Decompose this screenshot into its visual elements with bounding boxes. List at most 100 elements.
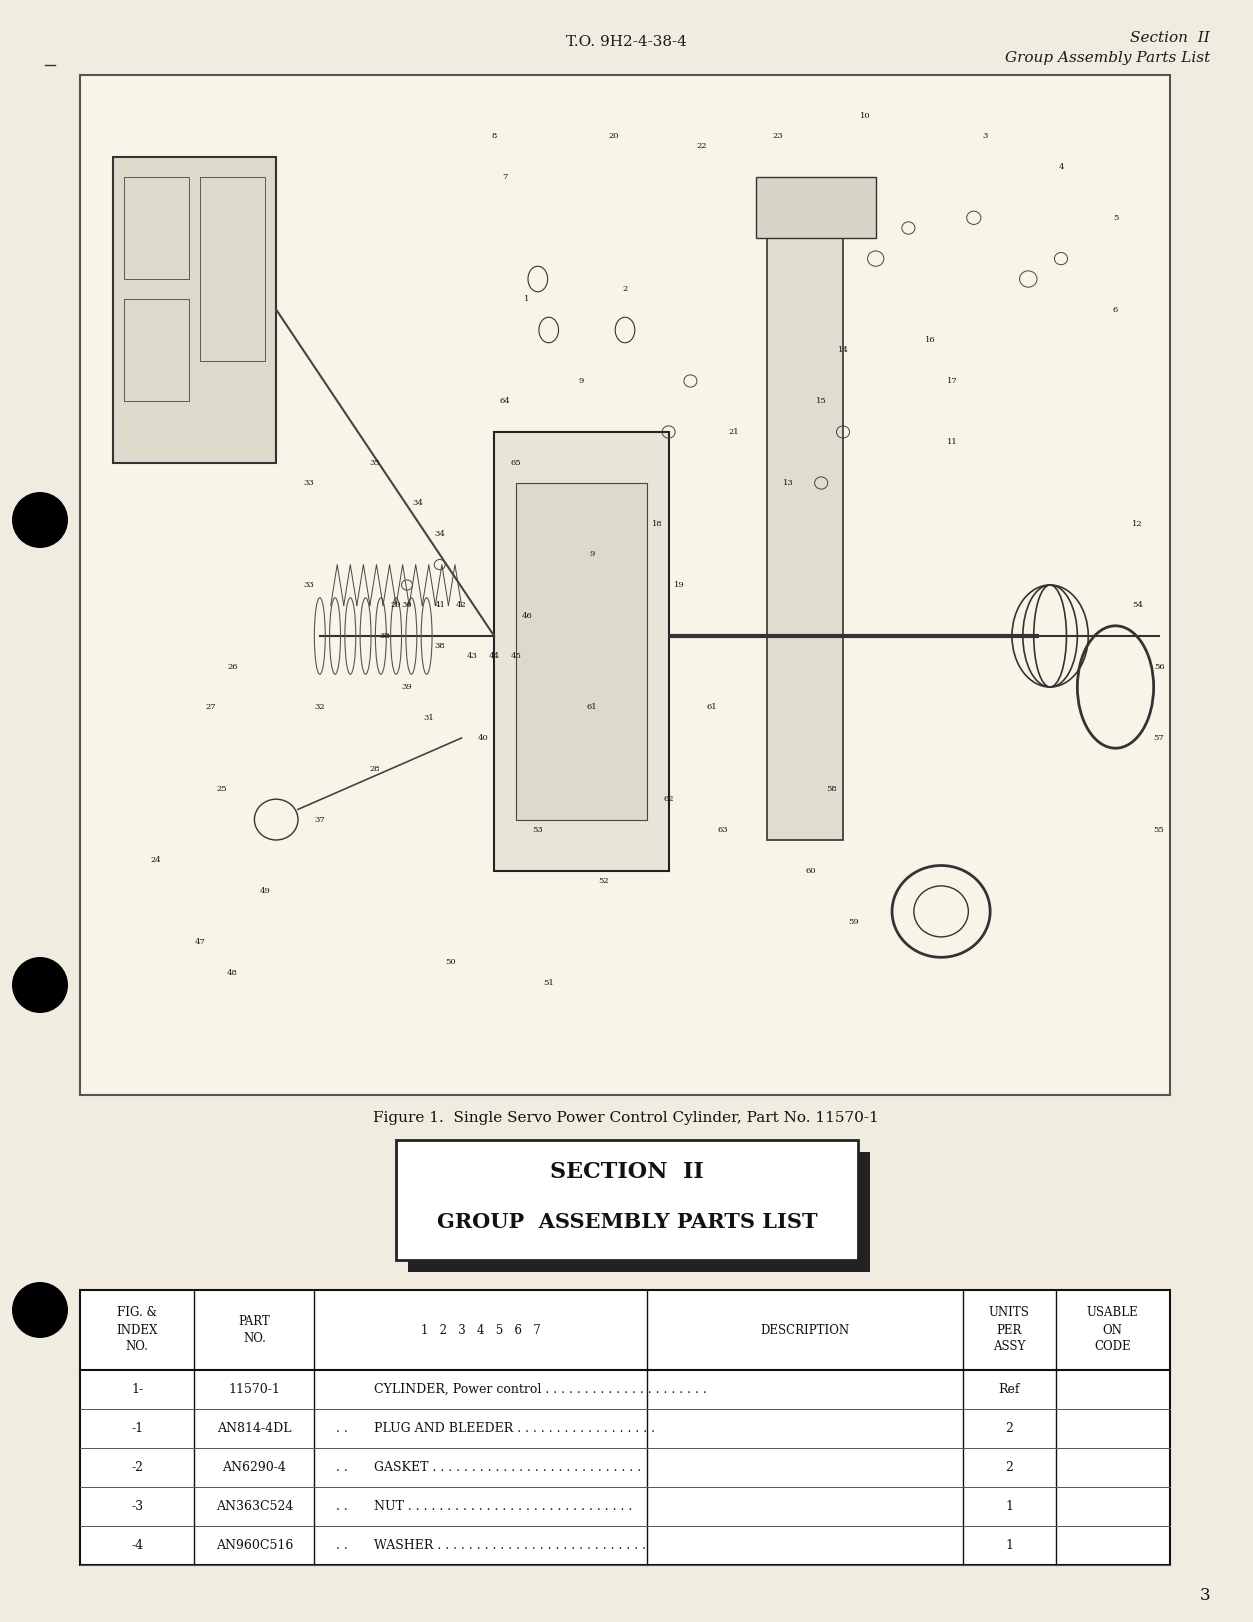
Text: 31: 31 <box>424 714 435 722</box>
Ellipse shape <box>13 1281 68 1338</box>
Text: 44: 44 <box>489 652 500 660</box>
Bar <box>124 177 189 279</box>
Text: 50: 50 <box>445 959 456 967</box>
Text: 51: 51 <box>544 978 554 986</box>
Text: 29: 29 <box>391 602 401 610</box>
Text: 15: 15 <box>816 397 827 406</box>
Text: 2: 2 <box>1005 1461 1014 1474</box>
Text: USABLE
ON
CODE: USABLE ON CODE <box>1086 1306 1139 1353</box>
Text: 47: 47 <box>194 938 205 946</box>
Text: 27: 27 <box>205 704 216 712</box>
Text: 59: 59 <box>848 918 860 926</box>
Bar <box>767 198 843 840</box>
Text: 49: 49 <box>259 887 271 895</box>
Text: 35: 35 <box>368 459 380 467</box>
Text: 9: 9 <box>579 376 584 384</box>
Text: WASHER . . . . . . . . . . . . . . . . . . . . . . . . . . .: WASHER . . . . . . . . . . . . . . . . .… <box>375 1539 647 1552</box>
Text: 60: 60 <box>804 866 816 874</box>
Text: PART
NO.: PART NO. <box>238 1315 271 1345</box>
Text: Section  II: Section II <box>1130 31 1210 45</box>
Text: 61: 61 <box>586 704 598 712</box>
Text: 3: 3 <box>1199 1586 1210 1604</box>
Text: 28: 28 <box>368 764 380 772</box>
Text: 62: 62 <box>663 795 674 803</box>
Text: 38: 38 <box>435 642 445 650</box>
Text: 38: 38 <box>380 633 391 641</box>
Text: 34: 34 <box>435 530 445 539</box>
Text: 7: 7 <box>502 174 507 182</box>
Bar <box>516 483 647 819</box>
Text: AN363C524: AN363C524 <box>216 1500 293 1513</box>
Text: 14: 14 <box>837 347 848 354</box>
Bar <box>80 75 1170 1095</box>
Text: 40: 40 <box>477 735 489 741</box>
Text: 16: 16 <box>925 336 936 344</box>
Text: 23: 23 <box>772 133 783 139</box>
Text: 37: 37 <box>315 816 326 824</box>
Text: . .: . . <box>336 1422 348 1435</box>
Text: -3: -3 <box>132 1500 143 1513</box>
Text: 2: 2 <box>1005 1422 1014 1435</box>
Bar <box>408 1152 870 1272</box>
Text: . .: . . <box>336 1500 348 1513</box>
Text: 21: 21 <box>729 428 739 436</box>
Text: 1: 1 <box>524 295 530 303</box>
Text: 55: 55 <box>1154 826 1164 834</box>
Text: 5: 5 <box>1113 214 1118 222</box>
Text: 65: 65 <box>511 459 521 467</box>
Text: Ref: Ref <box>999 1384 1020 1397</box>
Bar <box>80 1289 1170 1565</box>
Text: 8: 8 <box>491 133 497 139</box>
Text: 26: 26 <box>227 663 238 670</box>
Text: 24: 24 <box>150 856 162 865</box>
Text: 63: 63 <box>718 826 728 834</box>
Bar <box>494 431 669 871</box>
Text: UNITS
PER
ASSY: UNITS PER ASSY <box>989 1306 1030 1353</box>
Text: 20: 20 <box>609 133 619 139</box>
Text: 1-: 1- <box>132 1384 143 1397</box>
Text: -4: -4 <box>132 1539 143 1552</box>
Text: AN6290-4: AN6290-4 <box>223 1461 287 1474</box>
Text: SECTION  II: SECTION II <box>550 1161 704 1182</box>
Text: 22: 22 <box>697 143 707 151</box>
Text: 3: 3 <box>982 133 987 139</box>
Text: 54: 54 <box>1131 602 1143 610</box>
Text: 34: 34 <box>412 500 424 508</box>
Text: 48: 48 <box>227 968 238 976</box>
Text: . .: . . <box>336 1539 348 1552</box>
Text: 61: 61 <box>707 704 718 712</box>
Text: 11: 11 <box>946 438 957 446</box>
Text: 1: 1 <box>1005 1500 1014 1513</box>
Text: -1: -1 <box>132 1422 143 1435</box>
Text: 9: 9 <box>590 550 595 558</box>
Text: 53: 53 <box>533 826 543 834</box>
Text: 10: 10 <box>860 112 870 120</box>
Text: 56: 56 <box>1154 663 1164 670</box>
Text: AN814-4DL: AN814-4DL <box>217 1422 292 1435</box>
Text: 19: 19 <box>674 581 685 589</box>
Text: 43: 43 <box>467 652 477 660</box>
Text: T.O. 9H2-4-38-4: T.O. 9H2-4-38-4 <box>565 36 687 49</box>
Text: 6: 6 <box>1113 305 1118 313</box>
Text: 33: 33 <box>303 478 315 487</box>
Text: 64: 64 <box>500 397 510 406</box>
Text: 13: 13 <box>783 478 794 487</box>
Bar <box>756 177 876 238</box>
Ellipse shape <box>13 491 68 548</box>
Text: FIG. &
INDEX
NO.: FIG. & INDEX NO. <box>117 1306 158 1353</box>
Text: . .: . . <box>336 1461 348 1474</box>
Text: 32: 32 <box>315 704 325 712</box>
Bar <box>113 157 276 462</box>
Text: 46: 46 <box>521 611 533 620</box>
Text: 17: 17 <box>946 376 957 384</box>
Text: 11570-1: 11570-1 <box>228 1384 281 1397</box>
Text: 2: 2 <box>623 285 628 294</box>
Text: 18: 18 <box>653 519 663 527</box>
Text: 1: 1 <box>1005 1539 1014 1552</box>
Text: AN960C516: AN960C516 <box>216 1539 293 1552</box>
Bar <box>396 1140 858 1260</box>
Ellipse shape <box>13 957 68 1014</box>
Text: GASKET . . . . . . . . . . . . . . . . . . . . . . . . . . .: GASKET . . . . . . . . . . . . . . . . .… <box>375 1461 642 1474</box>
Text: -2: -2 <box>132 1461 143 1474</box>
Text: Group Assembly Parts List: Group Assembly Parts List <box>1005 50 1210 65</box>
